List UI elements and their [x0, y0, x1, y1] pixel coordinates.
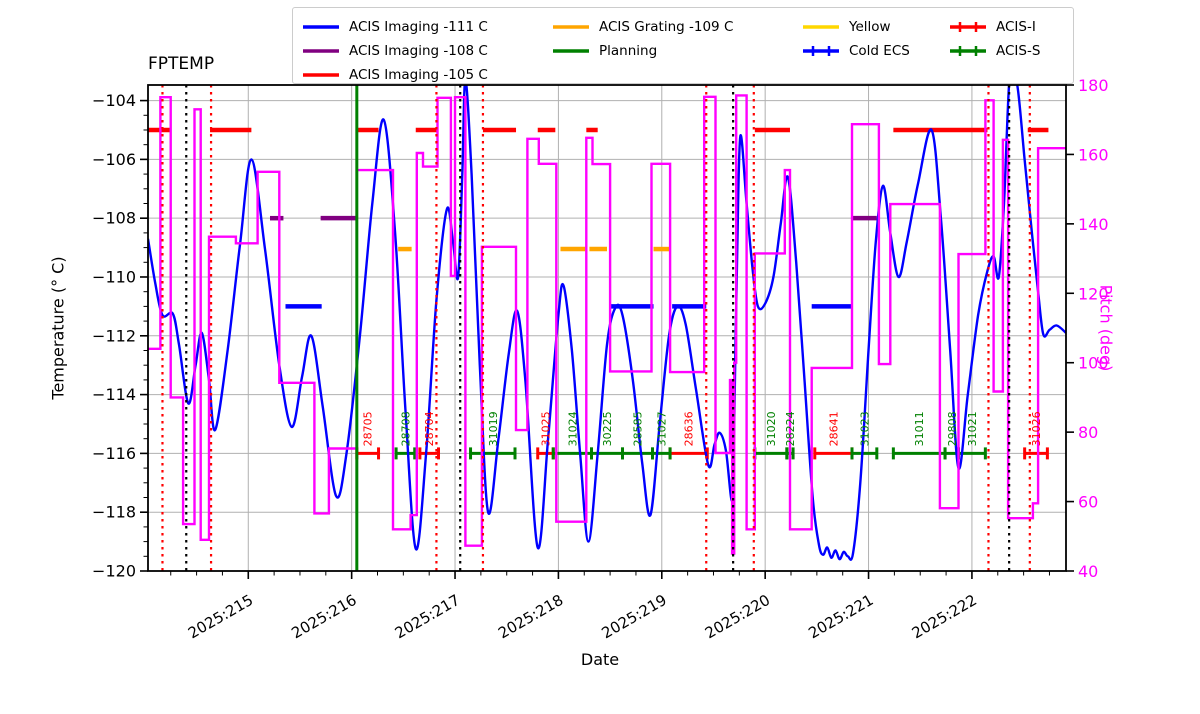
- legend-item-acis-imaging-108-c: ACIS Imaging -108 C: [301, 40, 488, 62]
- obsid-label-30225: 30225: [601, 411, 614, 446]
- legend-label: Cold ECS: [849, 43, 910, 59]
- obsid-label-28585: 28585: [632, 411, 645, 446]
- y-tick-label-pitch: 120: [1078, 284, 1109, 303]
- y-tick-label-temp: −112: [92, 326, 136, 345]
- x-tick-label: 2025:217: [392, 591, 463, 643]
- x-tick-label: 2025:215: [185, 591, 256, 643]
- y-tick-label-pitch: 80: [1078, 423, 1098, 442]
- obsid-label-28705: 28705: [362, 411, 375, 446]
- obsid-label-31021: 31021: [966, 411, 979, 446]
- obsid-label-31025: 31025: [540, 411, 553, 446]
- legend-line-sample: [303, 25, 339, 29]
- legend-item-acis-grating-109-c: ACIS Grating -109 C: [551, 16, 733, 38]
- vertical-event-lines: [161, 85, 1031, 571]
- legend-label: Yellow: [849, 19, 891, 35]
- axis-ticks: 2025:215 2025:216 2025:217 2025:218 2025:219…: [92, 76, 1109, 642]
- obsid-label-31019: 31019: [487, 411, 500, 446]
- y-tick-label-temp: −120: [92, 562, 136, 581]
- y-axis-label-temperature: Temperature (° C): [48, 256, 68, 400]
- legend-item-yellow: Yellow: [801, 16, 891, 38]
- x-tick-label: 2025:219: [599, 591, 670, 643]
- legend-label: ACIS Imaging -105 C: [349, 67, 488, 83]
- obsid-label-28641: 28641: [827, 411, 840, 446]
- legend-line-sample: [303, 49, 339, 53]
- x-axis-label: Date: [580, 650, 620, 669]
- x-tick-label: 2025:218: [495, 591, 566, 643]
- legend-label: ACIS Grating -109 C: [599, 19, 734, 35]
- x-tick-label: 2025:220: [702, 591, 773, 643]
- legend-item-acis-imaging-105-c: ACIS Imaging -105 C: [301, 64, 488, 86]
- plot-border: [147, 84, 1067, 572]
- y-tick-label-pitch: 180: [1078, 76, 1109, 95]
- gridlines: [148, 85, 1066, 571]
- legend-line-sample: [303, 73, 339, 77]
- pitch-line: [148, 94, 1066, 555]
- obsid-label-28708: 28708: [399, 411, 412, 446]
- legend-line-sample: [950, 22, 986, 32]
- x-tick-label: 2025:222: [909, 591, 980, 643]
- legend-item-cold-ecs: Cold ECS: [801, 40, 910, 62]
- obsid-labels: 28705 28704 31025 28636 28641 31026 28708 31019…: [362, 411, 1043, 446]
- y-tick-label-temp: −104: [92, 91, 136, 110]
- y-tick-label-pitch: 140: [1078, 215, 1109, 234]
- y-axis-label-pitch: Pitch (deg): [1096, 284, 1116, 372]
- legend-label: ACIS Imaging -111 C: [349, 19, 488, 35]
- x-tick-label: 2025:221: [805, 591, 876, 643]
- legend-label: Planning: [599, 43, 658, 59]
- obsid-label-31026: 31026: [1030, 411, 1043, 446]
- legend-item-acis-i: ACIS-I: [948, 16, 1036, 38]
- legend-item-acis-s: ACIS-S: [948, 40, 1040, 62]
- legend: ACIS Imaging -111 C ACIS Imaging -108 C AC…: [292, 7, 1074, 84]
- obsid-label-28704: 28704: [423, 411, 436, 446]
- y-tick-label-temp: −118: [92, 503, 136, 522]
- legend-label: ACIS-I: [996, 19, 1036, 35]
- obsid-label-28636: 28636: [683, 411, 696, 446]
- legend-label: ACIS-S: [996, 43, 1041, 59]
- obsid-label-31011: 31011: [913, 411, 926, 446]
- y-tick-label-temp: −108: [92, 209, 136, 228]
- legend-line-sample: [803, 25, 839, 29]
- obsid-label-31020: 31020: [765, 411, 778, 446]
- legend-line-sample: [553, 49, 589, 53]
- y-tick-label-temp: −110: [92, 267, 136, 286]
- legend-line-sample: [553, 25, 589, 29]
- legend-line-sample: [950, 46, 986, 56]
- y-tick-label-pitch: 100: [1078, 354, 1109, 373]
- obsid-label-31023: 31023: [858, 411, 871, 446]
- y-tick-label-temp: −114: [92, 385, 136, 404]
- obsid-label-29808: 29808: [946, 411, 959, 446]
- y-tick-label-temp: −116: [92, 444, 136, 463]
- obsid-label-31024: 31024: [566, 411, 579, 446]
- legend-item-planning: Planning: [551, 40, 657, 62]
- fptemp-line: [148, 85, 1066, 561]
- y-tick-label-pitch: 160: [1078, 145, 1109, 164]
- page-title: FPTEMP: [148, 54, 215, 74]
- obsid-label-28224: 28224: [784, 411, 797, 446]
- y-tick-label-pitch: 40: [1078, 562, 1098, 581]
- legend-line-sample: [803, 46, 839, 56]
- y-tick-label-pitch: 60: [1078, 493, 1098, 512]
- y-tick-label-temp: −106: [92, 150, 136, 169]
- obsid-label-31027: 31027: [655, 411, 668, 446]
- x-tick-label: 2025:216: [288, 591, 359, 643]
- legend-item-acis-imaging-111-c: ACIS Imaging -111 C: [301, 16, 488, 38]
- legend-label: ACIS Imaging -108 C: [349, 43, 488, 59]
